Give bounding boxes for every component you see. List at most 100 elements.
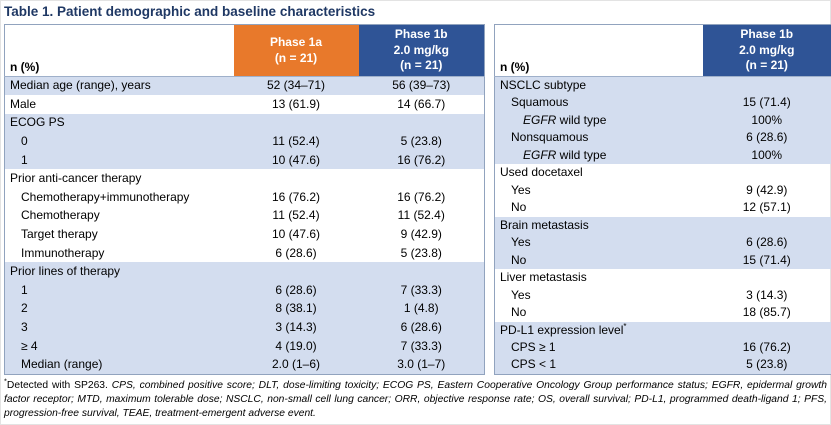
left-table-header-row: n (%) Phase 1a (n = 21) Phase 1b 2.0 mg/… <box>4 24 485 77</box>
row-value: 15 (71.4) <box>742 252 791 267</box>
footnote-abbreviations: CPS, combined positive score; DLT, dose-… <box>4 379 827 420</box>
table-row: Chemotherapy 11 (52.4) 11 (52.4) <box>5 207 485 226</box>
footnote: *Detected with SP263. CPS, combined posi… <box>4 376 827 422</box>
table-row: Liver metastasis <box>495 269 831 287</box>
row-value: 11 (52.4) <box>397 208 445 223</box>
row-label: Squamous <box>511 95 569 110</box>
row-value: 14 (66.7) <box>397 96 446 111</box>
row-value <box>234 114 359 133</box>
row-value: 6 (28.6) <box>400 319 442 334</box>
row-label: Prior anti-cancer therapy <box>10 171 142 186</box>
right-table-header-row: n (%) Phase 1b 2.0 mg/kg (n = 21) <box>494 24 831 77</box>
row-value: 7 (33.3) <box>400 338 442 353</box>
row-value: 16 (76.2) <box>397 152 446 167</box>
row-value: 9 (42.9) <box>746 182 788 197</box>
tables-row: n (%) Phase 1a (n = 21) Phase 1b 2.0 mg/… <box>4 24 831 375</box>
table-row: Brain metastasis <box>494 216 831 235</box>
table-row: No 12 (57.1) <box>495 199 831 217</box>
row-label: 2 <box>21 301 28 316</box>
row-value: 5 (23.8) <box>400 133 442 148</box>
table-row: Nonsquamous 6 (28.6) <box>494 129 831 147</box>
row-value: 6 (28.6) <box>275 282 317 297</box>
row-label: No <box>511 200 527 215</box>
row-value: 11 (52.4) <box>272 208 320 223</box>
row-label: Immunotherapy <box>21 245 105 260</box>
table-row: ≥ 4 4 (19.0) 7 (33.3) <box>4 336 485 356</box>
table-row: Yes 6 (28.6) <box>494 234 831 252</box>
row-value: 16 (76.2) <box>742 340 791 355</box>
table-row: Immunotherapy 6 (28.6) 5 (23.8) <box>5 244 485 263</box>
row-value <box>703 164 831 182</box>
row-label: Used docetaxel <box>500 165 583 180</box>
column-header-phase-1b: Phase 1b 2.0 mg/kg (n = 21) <box>702 24 831 77</box>
row-value: 6 (28.6) <box>746 235 788 250</box>
row-value: 8 (38.1) <box>275 301 317 316</box>
row-value <box>703 77 831 95</box>
row-label: 1 <box>21 282 28 297</box>
row-value: 4 (19.0) <box>275 338 317 353</box>
row-value: 2.0 (1–6) <box>271 356 321 371</box>
column-header-n-percent: n (%) <box>4 24 234 77</box>
table-row: 3 3 (14.3) 6 (28.6) <box>4 318 485 337</box>
row-value <box>234 262 359 281</box>
row-value: 10 (47.6) <box>271 226 321 241</box>
row-label: Prior lines of therapy <box>10 264 121 279</box>
row-value: 16 (76.2) <box>271 189 321 204</box>
row-label: EGFR wild type <box>523 147 607 162</box>
row-label: PD-L1 expression level* <box>500 321 627 337</box>
table-title: Table 1. Patient demographic and baselin… <box>4 4 376 19</box>
table-row: Median (range) 2.0 (1–6) 3.0 (1–7) <box>4 355 485 374</box>
table-row: Median age (range), years 52 (34–71) 56 (3… <box>4 76 485 96</box>
table-row: CPS < 1 5 (23.8) <box>494 356 831 374</box>
row-label: Yes <box>511 182 531 197</box>
row-value: 16 (76.2) <box>397 189 446 204</box>
row-label: 3 <box>21 319 28 334</box>
row-value: 12 (57.1) <box>742 200 791 215</box>
table-row: PD-L1 expression level* <box>494 321 831 339</box>
row-value: 6 (28.6) <box>746 130 788 145</box>
left-table: n (%) Phase 1a (n = 21) Phase 1b 2.0 mg/… <box>4 24 485 375</box>
row-label: CPS ≥ 1 <box>511 340 556 355</box>
table-row: NSCLC subtype <box>494 76 831 95</box>
row-label: 1 <box>21 152 28 167</box>
row-value <box>359 169 485 188</box>
row-value <box>703 269 831 287</box>
row-label: Nonsquamous <box>511 130 589 145</box>
left-table-body: Median age (range), years 52 (34–71) 56 (3… <box>4 76 485 374</box>
table-row: Male 13 (61.9) 14 (66.7) <box>5 95 485 114</box>
table-row: Used docetaxel <box>495 164 831 182</box>
row-value: 6 (28.6) <box>275 245 317 260</box>
row-value <box>703 217 831 235</box>
row-label: Median age (range), years <box>10 78 151 93</box>
table-row: 2 8 (38.1) 1 (4.8) <box>4 299 485 319</box>
row-label: Yes <box>511 235 531 250</box>
row-value <box>234 169 359 188</box>
table-row: Target therapy 10 (47.6) 9 (42.9) <box>5 225 485 244</box>
row-value: 5 (23.8) <box>400 245 442 260</box>
table-row: Prior anti-cancer therapy <box>5 169 485 188</box>
table-row: Yes 3 (14.3) <box>495 287 831 305</box>
right-table-body: NSCLC subtype Squamous 15 (71.4) EGFR wild … <box>494 76 831 374</box>
row-value: 13 (61.9) <box>271 96 321 111</box>
column-header-phase-1a: Phase 1a (n = 21) <box>233 24 359 77</box>
right-table: n (%) Phase 1b 2.0 mg/kg (n = 21) NSCLC … <box>494 24 831 375</box>
row-value: 3.0 (1–7) <box>397 356 446 371</box>
table-row: Chemotherapy+immunotherapy 16 (76.2) 16 (7… <box>5 188 485 207</box>
row-label: Median (range) <box>21 356 103 371</box>
table-row: Squamous 15 (71.4) <box>494 94 831 112</box>
column-header-phase-1b: Phase 1b 2.0 mg/kg (n = 21) <box>358 24 485 77</box>
table-row: EGFR wild type 100% <box>494 111 831 129</box>
row-label: CPS < 1 <box>511 357 557 372</box>
row-value: 7 (33.3) <box>400 282 442 297</box>
footnote-asterisk: * <box>4 376 7 386</box>
row-label: No <box>511 252 527 267</box>
row-value: 56 (39–73) <box>392 78 451 93</box>
row-value: 9 (42.9) <box>400 226 442 241</box>
row-value <box>359 114 485 133</box>
column-header-n-percent: n (%) <box>494 24 703 77</box>
row-label: Yes <box>511 287 531 302</box>
table-row: CPS ≥ 1 16 (76.2) <box>494 339 831 357</box>
row-value: 11 (52.4) <box>272 133 320 148</box>
row-value: 3 (14.3) <box>275 319 317 334</box>
